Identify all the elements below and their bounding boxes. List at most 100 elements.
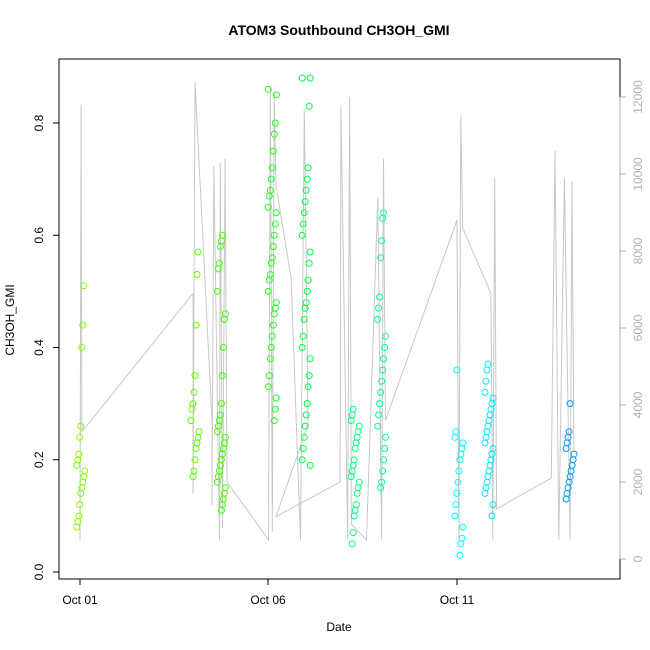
data-point bbox=[374, 422, 382, 430]
data-point bbox=[459, 523, 467, 531]
data-point bbox=[271, 220, 279, 228]
data-point bbox=[268, 254, 276, 262]
data-point bbox=[455, 467, 463, 475]
data-point bbox=[305, 102, 313, 110]
data-point bbox=[216, 411, 224, 419]
y-tick-label: 0.4 bbox=[32, 339, 46, 356]
data-point bbox=[306, 248, 314, 256]
data-point bbox=[298, 74, 306, 82]
data-point bbox=[193, 271, 201, 278]
data-point bbox=[191, 456, 199, 464]
x-axis: Oct 01 Oct 06 Oct 11 bbox=[62, 578, 475, 607]
y-axis: 0.0 0.2 0.4 0.6 0.8 bbox=[32, 114, 60, 580]
data-point bbox=[378, 237, 386, 245]
data-point bbox=[380, 209, 388, 217]
data-point bbox=[482, 484, 490, 492]
data-point bbox=[355, 478, 363, 486]
data-point bbox=[451, 433, 459, 441]
data-point bbox=[348, 540, 356, 548]
plot-frame bbox=[58, 58, 621, 580]
data-point bbox=[481, 489, 489, 497]
data-point bbox=[349, 529, 357, 537]
y2-tick-label: 10000 bbox=[631, 157, 645, 191]
y-tick-label: 0.6 bbox=[32, 227, 46, 244]
data-point bbox=[298, 344, 306, 351]
data-point bbox=[192, 445, 200, 452]
data-point bbox=[264, 383, 272, 391]
y-tick-label: 0.0 bbox=[32, 563, 46, 580]
chart-title: ATOM3 Southbound CH3OH_GMI bbox=[228, 22, 449, 38]
data-point bbox=[193, 439, 201, 447]
data-point bbox=[488, 512, 496, 520]
data-point bbox=[303, 287, 311, 295]
data-point bbox=[354, 428, 362, 436]
data-point bbox=[301, 198, 309, 206]
data-point bbox=[350, 456, 358, 464]
data-point bbox=[485, 467, 493, 475]
data-point bbox=[482, 377, 490, 385]
data-point bbox=[348, 467, 356, 475]
data-point bbox=[75, 450, 83, 458]
data-point bbox=[381, 445, 389, 452]
data-point bbox=[375, 304, 383, 312]
data-point bbox=[562, 495, 570, 503]
y2-tick-label: 0 bbox=[631, 555, 645, 562]
data-point bbox=[270, 130, 278, 138]
data-point bbox=[270, 231, 278, 239]
x-tick-label: Oct 11 bbox=[440, 593, 475, 607]
data-point bbox=[270, 310, 278, 318]
data-point bbox=[375, 411, 383, 419]
data-point bbox=[453, 366, 461, 374]
y2-tick-label: 2000 bbox=[631, 468, 645, 495]
data-point bbox=[379, 467, 387, 475]
x-tick-label: Oct 01 bbox=[62, 593, 98, 607]
data-point bbox=[570, 450, 578, 458]
y2-tick-label: 6000 bbox=[631, 314, 645, 341]
data-point bbox=[452, 501, 460, 509]
x-tick-label: Oct 06 bbox=[250, 593, 286, 607]
data-point bbox=[77, 422, 85, 430]
data-point bbox=[219, 344, 227, 351]
data-point bbox=[265, 192, 273, 200]
data-point bbox=[456, 456, 464, 464]
data-point bbox=[266, 186, 274, 194]
y2-axis: 0 2000 4000 6000 8000 10000 12000 bbox=[619, 80, 645, 562]
data-point bbox=[194, 248, 202, 256]
data-point bbox=[349, 405, 357, 413]
data-point bbox=[483, 366, 491, 374]
data-point bbox=[192, 321, 200, 329]
data-point bbox=[304, 164, 312, 172]
data-point bbox=[189, 400, 197, 408]
data-point bbox=[353, 489, 361, 497]
data-point bbox=[382, 433, 390, 441]
data-point bbox=[269, 147, 277, 155]
data-point bbox=[73, 523, 81, 531]
data-point bbox=[378, 478, 386, 486]
data-point bbox=[354, 484, 362, 492]
data-point bbox=[80, 473, 88, 481]
x-axis-label: Date bbox=[326, 620, 352, 634]
data-point bbox=[376, 400, 384, 408]
data-point bbox=[304, 276, 312, 284]
data-point bbox=[566, 400, 574, 408]
data-point bbox=[190, 467, 198, 475]
y2-tick-label: 8000 bbox=[631, 237, 645, 264]
data-point bbox=[305, 259, 313, 267]
data-point bbox=[268, 332, 276, 340]
data-point bbox=[218, 372, 226, 380]
data-point bbox=[302, 411, 310, 419]
data-point bbox=[187, 417, 195, 424]
data-point bbox=[300, 315, 308, 323]
y2-tick-label: 4000 bbox=[631, 391, 645, 418]
data-point bbox=[299, 220, 307, 228]
data-point bbox=[272, 91, 280, 99]
data-point bbox=[221, 484, 229, 492]
data-point bbox=[350, 512, 358, 520]
data-point bbox=[272, 394, 280, 402]
data-point bbox=[374, 315, 382, 323]
data-point bbox=[299, 332, 307, 340]
data-point bbox=[264, 287, 272, 295]
data-point bbox=[453, 489, 461, 497]
data-point bbox=[353, 433, 361, 441]
data-point bbox=[565, 428, 573, 436]
